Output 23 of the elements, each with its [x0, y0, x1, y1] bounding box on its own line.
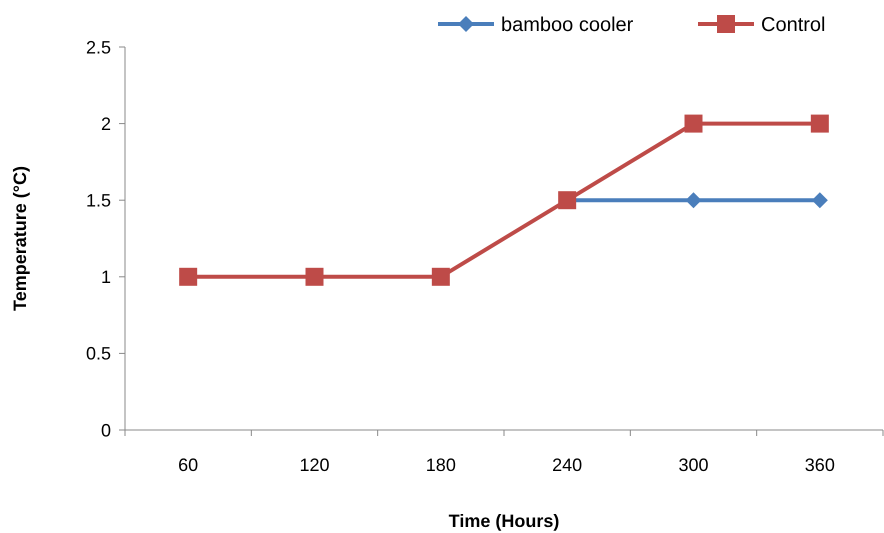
point — [684, 114, 702, 133]
x-tick-label: 180 — [426, 455, 456, 475]
y-tick-label: 1.5 — [86, 190, 111, 210]
x-tick-label: 360 — [804, 455, 835, 475]
legend-label: bamboo cooler — [501, 14, 634, 36]
point — [306, 268, 324, 286]
point — [810, 114, 829, 133]
y-tick-label: 1 — [100, 267, 111, 288]
y-tick-label: 2.5 — [86, 37, 111, 58]
x-tick-label: 300 — [678, 455, 709, 475]
point — [686, 192, 702, 208]
x-tick-label: 120 — [299, 455, 330, 475]
x-axis-title: Time (Hours) — [448, 511, 560, 531]
y-tick-label: 0.5 — [86, 344, 111, 364]
y-tick-label: 2 — [100, 114, 111, 134]
point — [179, 268, 198, 286]
legend-label: Control — [761, 14, 826, 36]
y-tick-label: 0 — [100, 420, 111, 440]
point — [432, 268, 450, 286]
x-tick-label: 240 — [552, 455, 582, 475]
x-tick-label: 60 — [178, 455, 198, 475]
y-axis-title: Temperature (°C) — [10, 166, 30, 311]
point — [812, 192, 828, 208]
